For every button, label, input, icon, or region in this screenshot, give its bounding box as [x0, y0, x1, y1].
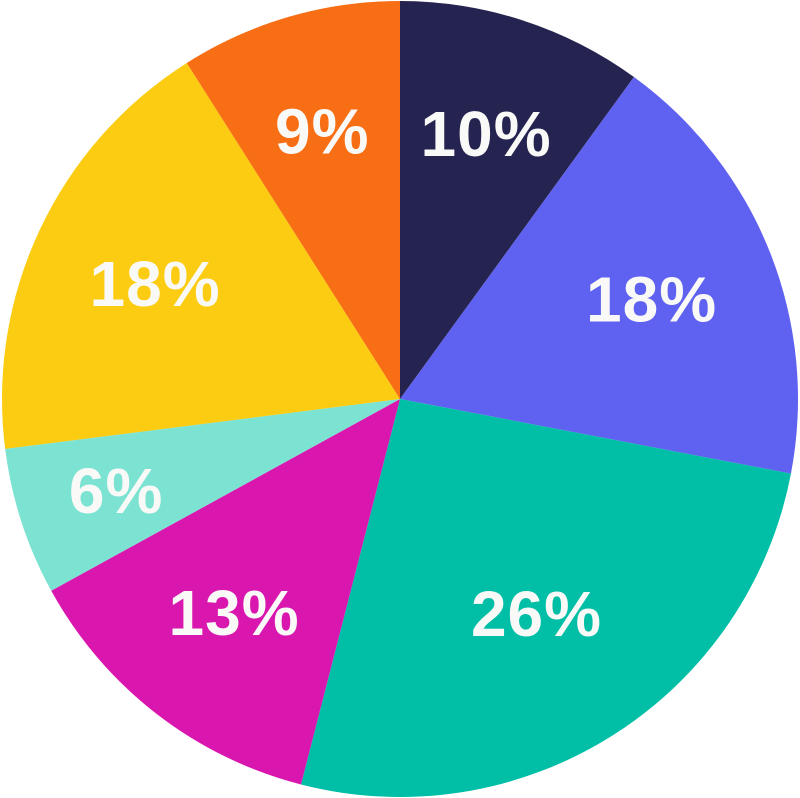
slice-label: 6% — [69, 455, 164, 527]
slice-label: 13% — [169, 577, 300, 649]
pie-slice-26pct — [301, 399, 791, 798]
pie-slice-13pct — [51, 399, 400, 785]
pie-slice-9pct — [186, 1, 400, 399]
slice-label: 26% — [471, 578, 602, 650]
slice-label: 18% — [90, 248, 221, 320]
pie-slice-6pct — [5, 399, 400, 591]
pie-slice-18pct — [2, 62, 400, 449]
slice-label: 10% — [421, 98, 552, 170]
pie-slice-10pct — [400, 1, 634, 399]
slice-label: 18% — [586, 263, 717, 335]
slice-label: 9% — [275, 96, 370, 168]
pie-slice-18pct — [400, 77, 799, 474]
